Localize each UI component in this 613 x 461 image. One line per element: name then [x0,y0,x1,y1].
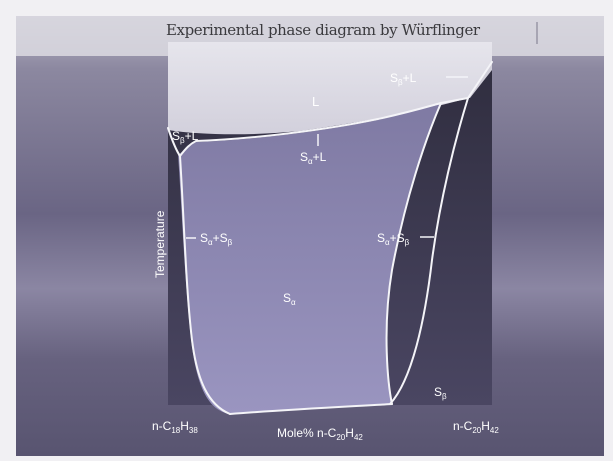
solvus-left [179,155,231,415]
solvus-outer-right [389,97,469,405]
solvus-inner-right [385,102,442,405]
liquidus-line [167,102,442,158]
label-arrows [186,76,468,239]
phase-boundaries [167,61,493,415]
solidus-bottom [229,403,393,415]
s-alpha-region [178,104,441,414]
